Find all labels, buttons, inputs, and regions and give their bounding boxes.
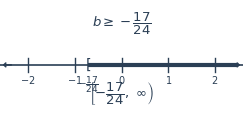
Text: $2$: $2$ (211, 74, 218, 86)
Text: $-2$: $-2$ (20, 74, 36, 86)
Text: $-\dfrac{17}{24}$: $-\dfrac{17}{24}$ (78, 74, 99, 95)
Text: $b \geq -\dfrac{17}{24}$: $b \geq -\dfrac{17}{24}$ (92, 11, 151, 37)
Text: $-1$: $-1$ (67, 74, 82, 86)
Text: $1$: $1$ (165, 74, 172, 86)
Text: $\left[-\dfrac{17}{24},\ \infty\right)$: $\left[-\dfrac{17}{24},\ \infty\right)$ (89, 80, 154, 107)
Text: [: [ (86, 58, 91, 72)
Text: $0$: $0$ (118, 74, 125, 86)
